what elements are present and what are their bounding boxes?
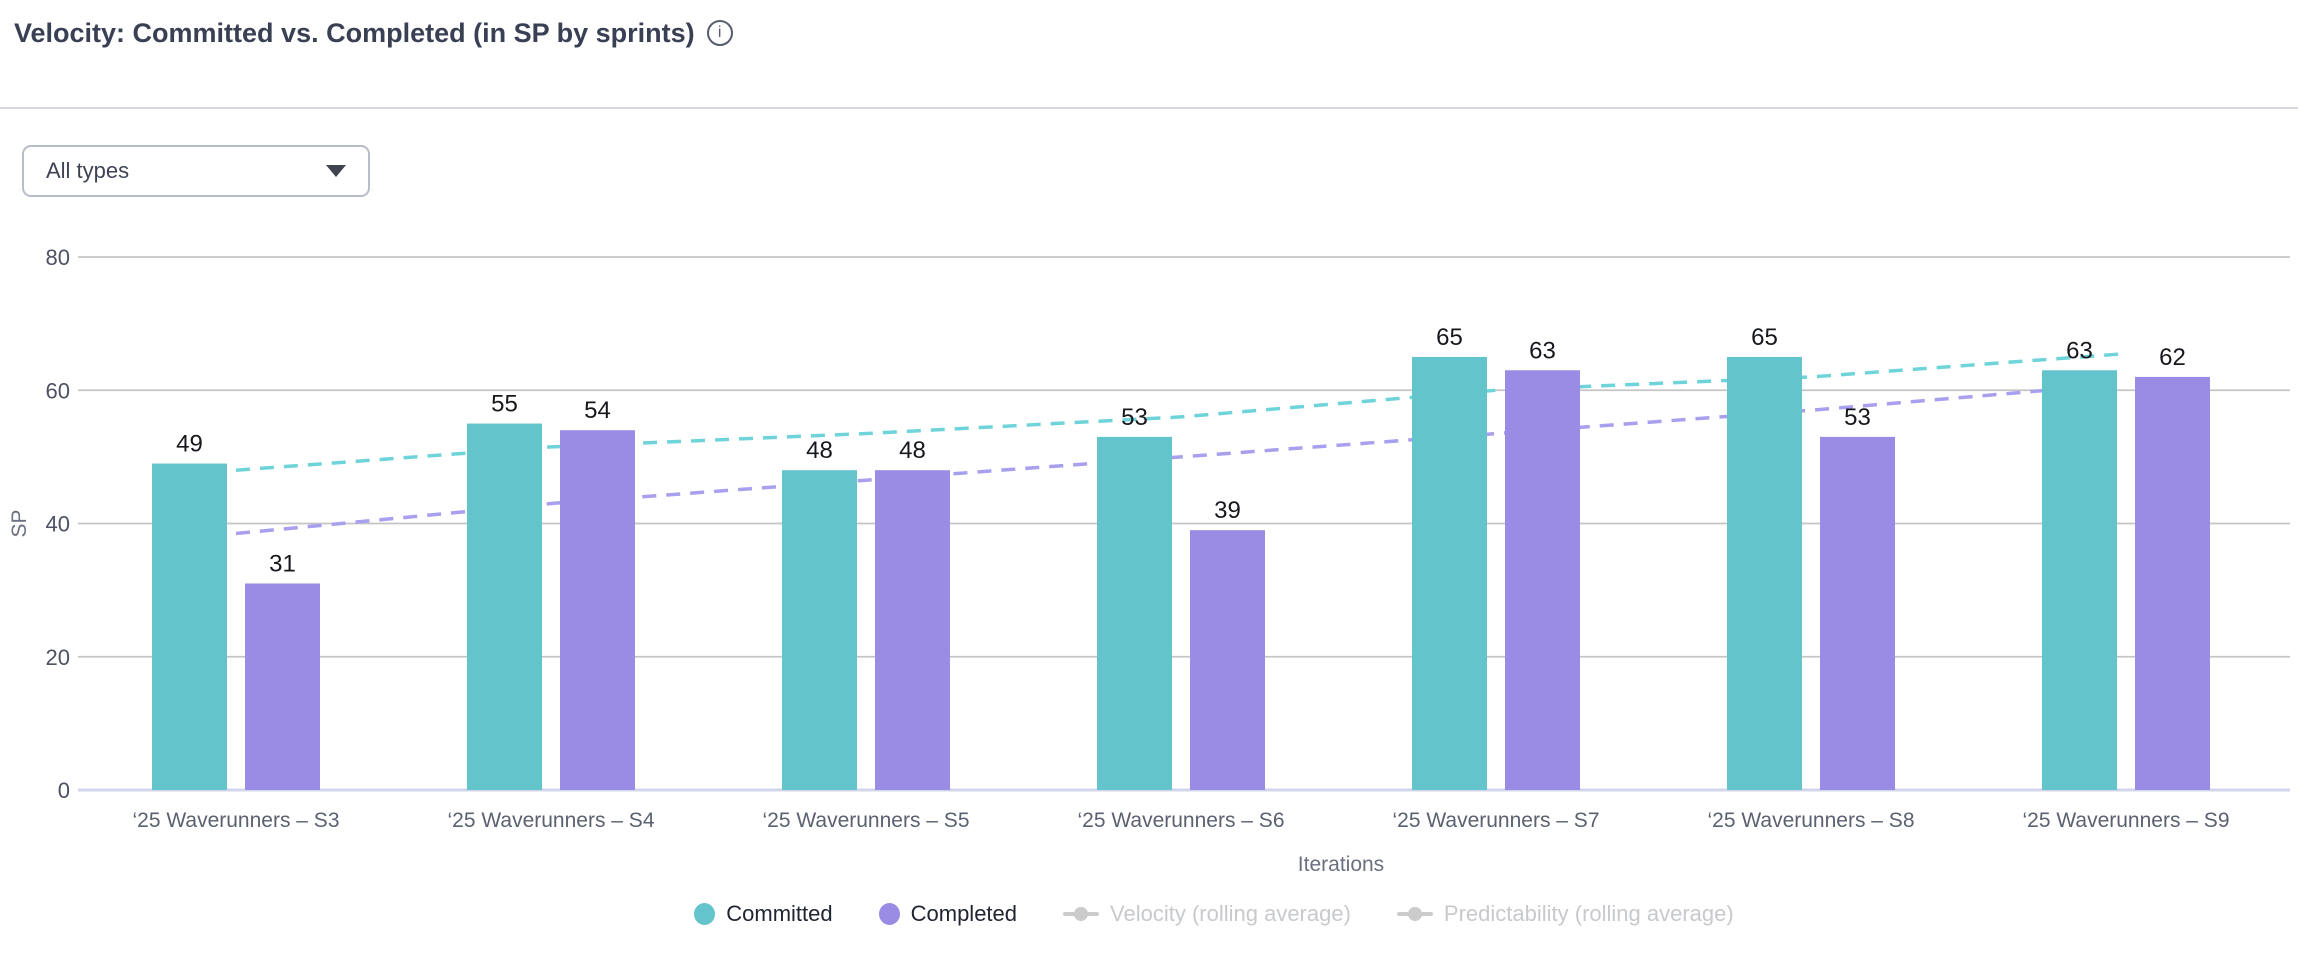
chart-legend: Committed Completed Velocity (rolling aver… [0,901,2298,927]
bar-value-label: 48 [806,437,833,464]
legend-item-predictability-rolling-average[interactable]: Predictability (rolling average) [1396,901,1734,927]
info-icon[interactable]: i [706,20,733,46]
predictability-rolling-average-line [235,381,2127,536]
x-tick-label: ‘25 Waverunners – S8 [1708,809,1915,832]
bar-value-label: 31 [269,550,296,577]
completed-bar[interactable] [875,470,950,790]
type-filter-value: All types [46,158,130,183]
completed-bar[interactable] [560,430,635,790]
x-axis-title: Iterations [1298,853,1384,876]
y-tick-label: 60 [46,378,70,403]
y-tick-label: 0 [58,778,70,803]
bar-value-label: 63 [1529,337,1556,364]
velocity-rolling-average-line [235,351,2127,472]
legend-label: Predictability (rolling average) [1443,901,1734,926]
committed-bar[interactable] [152,463,227,790]
committed-bar[interactable] [1097,436,1172,790]
x-tick-label: ‘25 Waverunners – S4 [448,809,655,832]
completed-bar[interactable] [245,583,320,790]
bar-value-label: 65 [1436,324,1463,351]
y-tick-label: 20 [46,645,70,670]
type-filter-dropdown[interactable]: All types [22,145,370,197]
completed-bar[interactable] [1190,530,1265,790]
velocity-chart: 0 20 40 60 80 49 55 48 53 65 65 63 31 54 48 39 63 53 62 ‘25… [8,245,2290,876]
committed-bar[interactable] [782,470,857,790]
legend-circle-marker-icon [694,903,716,925]
legend-line-marker-icon [1396,903,1433,925]
committed-bar[interactable] [1727,356,1802,790]
bar-value-label: 53 [1844,404,1871,431]
bar-value-label: 39 [1214,497,1241,524]
x-tick-label: ‘25 Waverunners – S7 [1393,809,1600,832]
x-tick-label: ‘25 Waverunners – S6 [1078,809,1285,832]
chart-header: Velocity: Committed vs. Completed (in SP… [0,0,2298,109]
bar-value-label: 62 [2159,344,2186,371]
completed-bar[interactable] [2135,376,2210,790]
chart-controls: All types [22,145,2298,197]
legend-line-marker-icon [1063,903,1100,925]
completed-bar[interactable] [1820,436,1895,790]
bar-value-label: 53 [1121,404,1148,431]
x-tick-label: ‘25 Waverunners – S3 [133,809,340,832]
legend-item-committed[interactable]: Committed [694,901,833,927]
bar-value-label: 49 [176,431,203,458]
chevron-down-icon [326,165,346,177]
legend-label: Velocity (rolling average) [1110,901,1351,926]
committed-bar[interactable] [2042,370,2117,790]
y-tick-label: 40 [46,512,70,537]
completed-bar[interactable] [1505,370,1580,790]
legend-circle-marker-icon [878,903,900,925]
legend-label: Committed [726,901,833,926]
bar-value-label: 65 [1751,324,1778,351]
legend-label: Completed [910,901,1018,926]
legend-item-velocity-rolling-average[interactable]: Velocity (rolling average) [1063,901,1351,927]
bar-value-label: 54 [584,397,611,424]
bar-value-label: 48 [899,437,926,464]
y-axis-title: SP [8,509,31,537]
y-tick-label: 80 [46,245,70,270]
committed-bar[interactable] [467,423,542,790]
bar-value-label: 55 [491,391,518,418]
info-icon-glyph: i [717,24,722,41]
x-tick-label: ‘25 Waverunners – S9 [2023,809,2230,832]
legend-item-completed[interactable]: Completed [878,901,1018,927]
x-tick-label: ‘25 Waverunners – S5 [763,809,970,832]
bar-value-label: 63 [2066,337,2093,364]
committed-bar[interactable] [1412,356,1487,790]
page-title: Velocity: Committed vs. Completed (in SP… [14,18,695,48]
chart-area: 0 20 40 60 80 49 55 48 53 65 65 63 31 54 48 39 63 53 62 ‘25… [0,227,2298,887]
